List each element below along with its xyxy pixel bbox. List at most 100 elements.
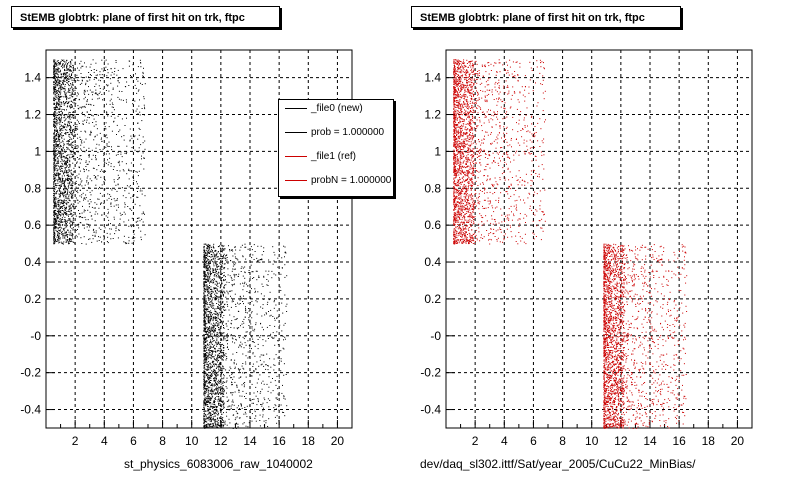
data-point	[65, 242, 67, 243]
data-point	[70, 153, 72, 155]
data-point	[94, 93, 96, 95]
data-point	[213, 255, 215, 257]
data-point	[103, 67, 105, 69]
data-point	[97, 98, 99, 100]
data-point	[56, 157, 58, 159]
data-point	[242, 372, 244, 374]
data-point	[61, 116, 63, 118]
data-point	[208, 276, 210, 278]
data-point	[233, 273, 235, 275]
data-point	[87, 183, 89, 185]
data-point	[55, 207, 57, 209]
data-point	[118, 145, 120, 147]
data-point	[55, 62, 56, 64]
data-point	[68, 135, 70, 137]
data-point	[77, 151, 79, 153]
data-point	[130, 75, 131, 76]
data-point	[271, 277, 273, 279]
data-point	[277, 344, 279, 346]
data-point	[60, 192, 62, 194]
data-point	[250, 375, 252, 377]
data-point	[237, 368, 239, 370]
data-point	[210, 414, 212, 416]
data-point	[111, 111, 113, 113]
data-point	[213, 305, 215, 307]
data-point	[67, 174, 69, 176]
data-point	[54, 131, 56, 133]
data-point	[101, 195, 103, 197]
data-point	[206, 369, 207, 371]
data-point	[70, 104, 72, 106]
data-point	[214, 262, 216, 264]
data-point	[72, 112, 74, 113]
data-point	[64, 149, 65, 151]
data-point	[54, 231, 56, 233]
data-point	[118, 177, 120, 178]
data-point	[274, 404, 276, 406]
data-point	[63, 114, 65, 116]
data-point	[64, 180, 66, 182]
data-point	[58, 100, 60, 102]
data-point	[69, 240, 71, 242]
data-point	[53, 144, 55, 145]
data-point	[64, 201, 65, 203]
data-point	[90, 63, 92, 65]
data-point	[215, 423, 216, 425]
data-point	[206, 390, 208, 391]
data-point	[263, 295, 265, 297]
data-point	[215, 405, 217, 407]
data-point	[206, 248, 208, 250]
data-point	[222, 395, 224, 397]
data-point	[91, 218, 93, 220]
data-point	[60, 111, 62, 112]
data-point	[63, 78, 65, 80]
data-point	[73, 153, 75, 155]
data-point	[229, 422, 231, 424]
data-point	[67, 159, 69, 161]
data-point	[95, 89, 97, 91]
data-point	[207, 270, 209, 271]
data-point	[223, 306, 225, 308]
data-point	[203, 403, 205, 405]
data-point	[223, 337, 225, 339]
data-point	[208, 244, 210, 246]
data-point	[68, 62, 70, 64]
data-point	[100, 138, 102, 140]
data-point	[207, 352, 209, 354]
data-point	[220, 352, 222, 354]
data-point	[126, 117, 127, 119]
data-point	[64, 211, 66, 213]
data-point	[66, 157, 68, 159]
data-point	[207, 271, 209, 273]
data-point	[207, 259, 209, 261]
data-point	[276, 399, 278, 400]
data-point	[69, 179, 71, 181]
data-point	[212, 268, 214, 270]
data-point	[217, 371, 219, 373]
data-point	[215, 299, 217, 301]
data-point	[109, 233, 111, 235]
data-point	[233, 316, 235, 318]
data-point	[70, 143, 72, 145]
data-point	[231, 404, 233, 406]
data-point	[205, 357, 207, 359]
data-point	[204, 395, 206, 397]
data-point	[53, 181, 55, 183]
data-point	[62, 221, 64, 223]
data-point	[92, 91, 94, 93]
data-point	[83, 146, 85, 148]
data-point	[55, 192, 57, 194]
data-point	[53, 205, 55, 207]
data-point	[203, 383, 205, 385]
data-point	[209, 256, 211, 257]
data-point	[217, 374, 219, 376]
data-point	[223, 325, 224, 326]
data-point	[273, 364, 275, 366]
data-point	[252, 363, 254, 365]
data-point	[130, 226, 132, 228]
data-point	[210, 377, 212, 379]
y-tick-label: -0	[30, 329, 41, 343]
data-point	[212, 320, 214, 322]
data-point	[235, 417, 237, 419]
data-point	[211, 423, 213, 425]
